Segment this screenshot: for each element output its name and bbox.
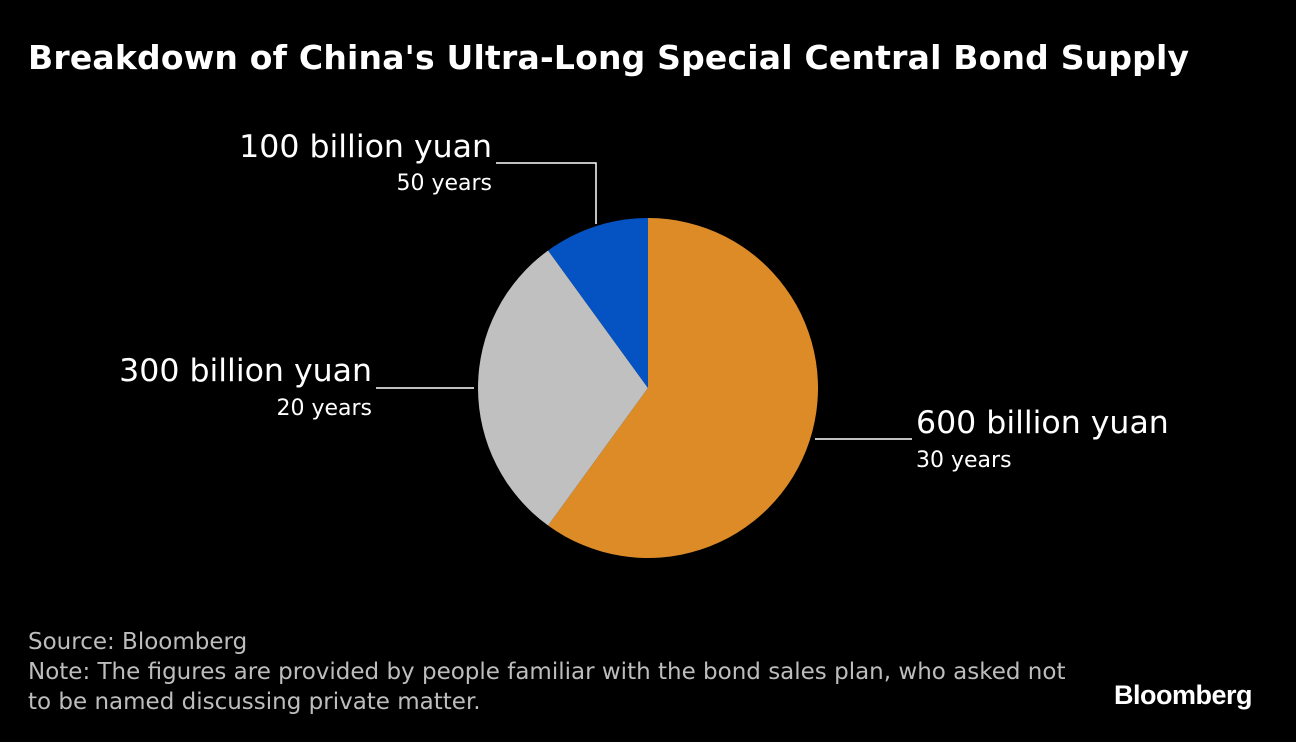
slice-label: 600 billion yuan [916, 405, 1169, 441]
slice-sublabel: 20 years [276, 396, 372, 421]
page-title: Breakdown of China's Ultra-Long Special … [28, 38, 1190, 77]
bloomberg-logo: Bloomberg [1114, 680, 1253, 710]
slice-label: 300 billion yuan [119, 353, 372, 389]
pie-slice-300 [478, 250, 648, 526]
chart-footer: Source: Bloomberg Note: The figures are … [28, 627, 1068, 717]
pie-slice-100 [548, 218, 648, 388]
source-note: Source: Bloomberg [28, 629, 248, 655]
pie-slice-600 [548, 218, 819, 558]
pie-chart: 600 billion yuan 30 years 300 billion yuan… [119, 129, 1169, 558]
leader-line [496, 162, 597, 224]
note-text: Note: The figures are provided by people… [28, 659, 1073, 715]
slice-sublabel: 50 years [396, 171, 492, 196]
slice-sublabel: 30 years [916, 448, 1012, 473]
slice-label: 100 billion yuan [239, 129, 492, 165]
